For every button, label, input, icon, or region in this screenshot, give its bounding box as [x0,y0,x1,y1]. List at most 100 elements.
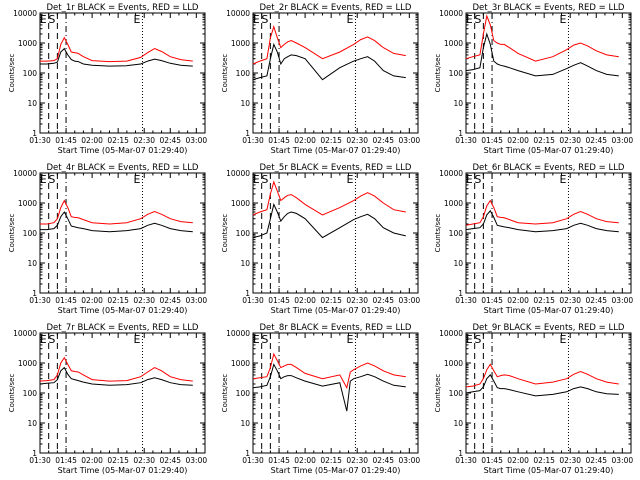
x-tick-label: 02:45 [372,456,394,465]
x-axis-label: Start Time (05-Mar-07 01:29:40) [271,146,401,155]
x-tick-label: 01:45 [55,456,77,465]
x-axis-label: Start Time (05-Mar-07 01:29:40) [58,466,188,475]
marker-label: E [466,333,473,346]
chart-title: Det_2r BLACK = Events, RED = LLD [260,3,412,13]
marker-label: S [48,333,55,346]
y-tick-label: 10000 [226,9,250,18]
plot-frame [39,12,206,134]
y-tick-label: 1 [458,129,463,138]
marker-label: S [48,173,55,186]
series-line-lld [465,14,619,62]
marker-label: E [134,13,141,26]
marker-label: E [347,333,354,346]
x-tick-label: 02:00 [294,456,316,465]
y-axis-label: Counts/sec [8,374,16,413]
y-tick-label: 1000 [231,359,250,368]
marker-label: E [134,173,141,186]
x-axis-label: Start Time (05-Mar-07 01:29:40) [58,146,188,155]
chart-title: Det_6r BLACK = Events, RED = LLD [473,163,625,173]
y-tick-label: 10 [27,419,37,428]
chart-title: Det_7r BLACK = Events, RED = LLD [47,323,199,333]
y-axis-label: Counts/sec [8,214,16,253]
marker-label: E [253,333,260,346]
y-axis-label: Counts/sec [8,54,16,93]
x-tick-label: 02:15 [107,456,129,465]
x-tick-label: 01:30 [29,456,51,465]
x-tick-label: 02:15 [107,296,129,305]
y-tick-label: 10000 [226,169,250,178]
marker-label: E [560,13,567,26]
x-tick-label: 02:30 [133,136,155,145]
y-tick-label: 10 [240,99,250,108]
x-axis-label: Start Time (05-Mar-07 01:29:40) [484,146,614,155]
series-line-events [39,366,193,386]
plot-frame [465,172,632,294]
y-tick-label: 1 [458,289,463,298]
chart-title: Det_5r BLACK = Events, RED = LLD [260,163,412,173]
chart-panel-9: Det_9r BLACK = Events, RED = LLD 1 10 100 10… [434,323,633,475]
series-line-events [252,202,406,239]
series-line-events [465,32,619,77]
y-tick-label: 1000 [444,199,463,208]
series-line-lld [252,180,406,216]
x-tick-label: 01:30 [29,296,51,305]
x-tick-label: 02:00 [294,136,316,145]
series-line-events [252,42,406,81]
x-tick-label: 02:30 [346,296,368,305]
y-tick-label: 100 [449,389,464,398]
y-tick-label: 10000 [439,169,463,178]
x-tick-label: 02:30 [559,136,581,145]
x-axis-label: Start Time (05-Mar-07 01:29:40) [484,306,614,315]
x-axis-label: Start Time (05-Mar-07 01:29:40) [58,306,188,315]
y-tick-label: 1 [32,129,37,138]
x-tick-label: 02:30 [346,456,368,465]
y-tick-label: 100 [449,229,464,238]
x-axis-label: Start Time (05-Mar-07 01:29:40) [271,466,401,475]
series-line-events [40,47,193,67]
y-tick-label: 10 [453,99,463,108]
x-tick-label: 02:00 [81,136,103,145]
series-line-events [252,363,406,412]
plot-frame [465,332,632,454]
y-tick-label: 1000 [18,199,37,208]
marker-label: E [40,333,47,346]
x-tick-label: 01:45 [268,296,290,305]
x-tick-label: 02:00 [81,456,103,465]
x-tick-label: 01:30 [242,296,264,305]
y-tick-label: 100 [23,229,38,238]
marker-label: E [347,173,354,186]
x-tick-label: 01:45 [268,456,290,465]
marker-label: S [48,13,55,26]
chart-title: Det_4r BLACK = Events, RED = LLD [47,163,199,173]
marker-label: S [474,333,481,346]
y-tick-label: 1000 [444,39,463,48]
x-tick-label: 03:00 [399,136,421,145]
x-tick-label: 02:00 [507,456,529,465]
series-line-lld [465,199,619,226]
chart-title: Det_1r BLACK = Events, RED = LLD [47,3,199,13]
x-tick-label: 01:45 [55,296,77,305]
series-line-lld [40,199,193,225]
x-tick-label: 03:00 [186,456,208,465]
x-tick-label: 02:30 [133,456,155,465]
x-tick-label: 02:30 [133,296,155,305]
x-tick-label: 02:15 [533,456,555,465]
x-tick-label: 01:30 [455,296,477,305]
marker-label: E [347,13,354,26]
y-axis-label: Counts/sec [434,214,442,253]
x-tick-label: 02:00 [507,136,529,145]
x-tick-label: 02:15 [533,296,555,305]
y-tick-label: 1 [32,289,37,298]
y-tick-label: 100 [23,69,38,78]
chart-panel-5: Det_5r BLACK = Events, RED = LLD 1 10 100 10… [221,163,420,315]
marker-label: E [466,13,473,26]
plot-frame [39,172,206,294]
series-line-events [465,374,619,397]
y-axis-label: Counts/sec [221,54,229,93]
x-tick-label: 02:45 [372,296,394,305]
series-line-lld [39,356,193,382]
y-tick-label: 10000 [13,329,37,338]
x-tick-label: 01:45 [268,136,290,145]
x-tick-label: 02:45 [372,136,394,145]
